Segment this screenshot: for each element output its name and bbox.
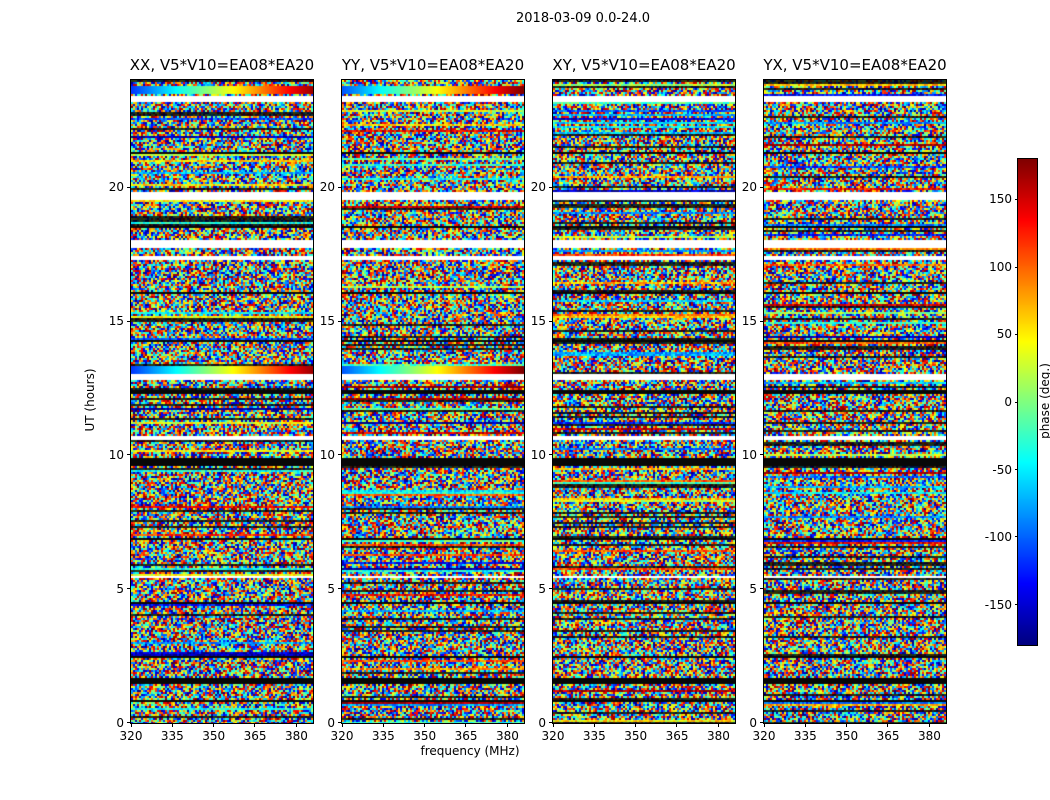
panel-xy-heatmap	[553, 80, 735, 723]
y-tick-label: 20	[108, 180, 124, 195]
x-tick-marks	[764, 723, 946, 727]
x-tick-label: 365	[243, 729, 267, 743]
colorbar-tick-label: 150	[989, 192, 1012, 207]
panel-yx-heatmap	[764, 80, 946, 723]
x-tick-marks	[553, 723, 735, 727]
colorbar-tick-label: -100	[984, 530, 1012, 544]
y-tick-label: 10	[741, 448, 757, 463]
y-tick-label: 20	[741, 180, 757, 195]
x-tick-label: 380	[285, 729, 308, 743]
y-tick-label: 10	[319, 448, 335, 463]
x-tick-label: 380	[496, 729, 519, 743]
y-tick-label: 20	[319, 180, 335, 195]
colorbar-tick-label: -50	[992, 462, 1012, 477]
y-tick-label: 0	[327, 716, 335, 730]
x-axis-label: frequency (MHz)	[420, 744, 520, 758]
panel-xy-title: XY, V5*V10=EA08*EA20	[552, 56, 736, 74]
x-tick-label: 350	[624, 729, 648, 743]
y-axis-label: UT (hours)	[83, 368, 97, 432]
y-tick-label: 15	[108, 314, 124, 329]
y-tick-label: 10	[530, 448, 546, 463]
y-tick-label: 0	[538, 716, 546, 730]
panel-yx-title: YX, V5*V10=EA08*EA20	[763, 56, 947, 74]
x-tick-label: 365	[665, 729, 689, 743]
panel-yy: YY, V5*V10=EA08*EA20 320 335 350 365 380…	[320, 56, 525, 743]
x-tick-label: 320	[119, 729, 143, 743]
colorbar-tick-label: 50	[996, 327, 1012, 342]
colorbar-label: phase (deg.)	[1038, 363, 1050, 439]
panel-xy: XY, V5*V10=EA08*EA20 320 335 350 365 380…	[531, 56, 736, 743]
panel-xx-title: XX, V5*V10=EA08*EA20	[129, 56, 315, 74]
x-tick-label: 320	[330, 729, 354, 743]
y-tick-label: 15	[741, 314, 757, 329]
y-tick-marks	[760, 80, 764, 723]
panel-yy-title: YY, V5*V10=EA08*EA20	[341, 56, 525, 74]
panel-yy-heatmap	[342, 80, 524, 723]
x-tick-label: 365	[876, 729, 900, 743]
x-tick-label: 335	[582, 729, 606, 743]
x-tick-label: 350	[202, 729, 226, 743]
colorbar-tick-label: -150	[984, 597, 1012, 612]
x-tick-marks	[342, 723, 524, 727]
colorbar-gradient	[1018, 159, 1037, 645]
y-tick-label: 5	[116, 582, 124, 597]
panel-yx: YX, V5*V10=EA08*EA20 320 335 350 365 380…	[742, 56, 947, 743]
y-tick-label: 10	[108, 448, 124, 463]
y-tick-label: 15	[319, 314, 335, 329]
y-tick-marks	[549, 80, 553, 723]
y-tick-label: 15	[530, 314, 546, 329]
colorbar-tick-marks	[1015, 159, 1018, 645]
x-tick-label: 380	[707, 729, 730, 743]
x-tick-label: 365	[454, 729, 478, 743]
y-tick-label: 5	[538, 582, 546, 597]
panel-xx-heatmap	[131, 80, 313, 723]
y-tick-label: 5	[749, 582, 757, 597]
y-tick-marks	[338, 80, 342, 723]
y-tick-label: 5	[327, 582, 335, 597]
x-tick-label: 335	[371, 729, 395, 743]
y-tick-marks	[127, 80, 131, 723]
colorbar: 150 100 50 0 -50 -100 -150	[985, 158, 1038, 646]
colorbar-tick-label: 0	[1004, 395, 1012, 409]
figure-title: 2018-03-09 0.0-24.0	[516, 11, 650, 26]
y-tick-label: 0	[749, 716, 757, 730]
panel-xx: XX, V5*V10=EA08*EA20 320 335 350 365 380…	[109, 56, 315, 743]
y-tick-label: 0	[116, 716, 124, 730]
x-tick-label: 335	[793, 729, 817, 743]
x-tick-label: 380	[918, 729, 941, 743]
x-tick-label: 335	[160, 729, 184, 743]
x-tick-label: 320	[541, 729, 565, 743]
y-tick-label: 20	[530, 180, 546, 195]
x-tick-label: 350	[835, 729, 859, 743]
x-tick-label: 350	[413, 729, 437, 743]
x-tick-label: 320	[752, 729, 776, 743]
colorbar-tick-label: 100	[989, 259, 1012, 274]
x-tick-marks	[131, 723, 313, 727]
